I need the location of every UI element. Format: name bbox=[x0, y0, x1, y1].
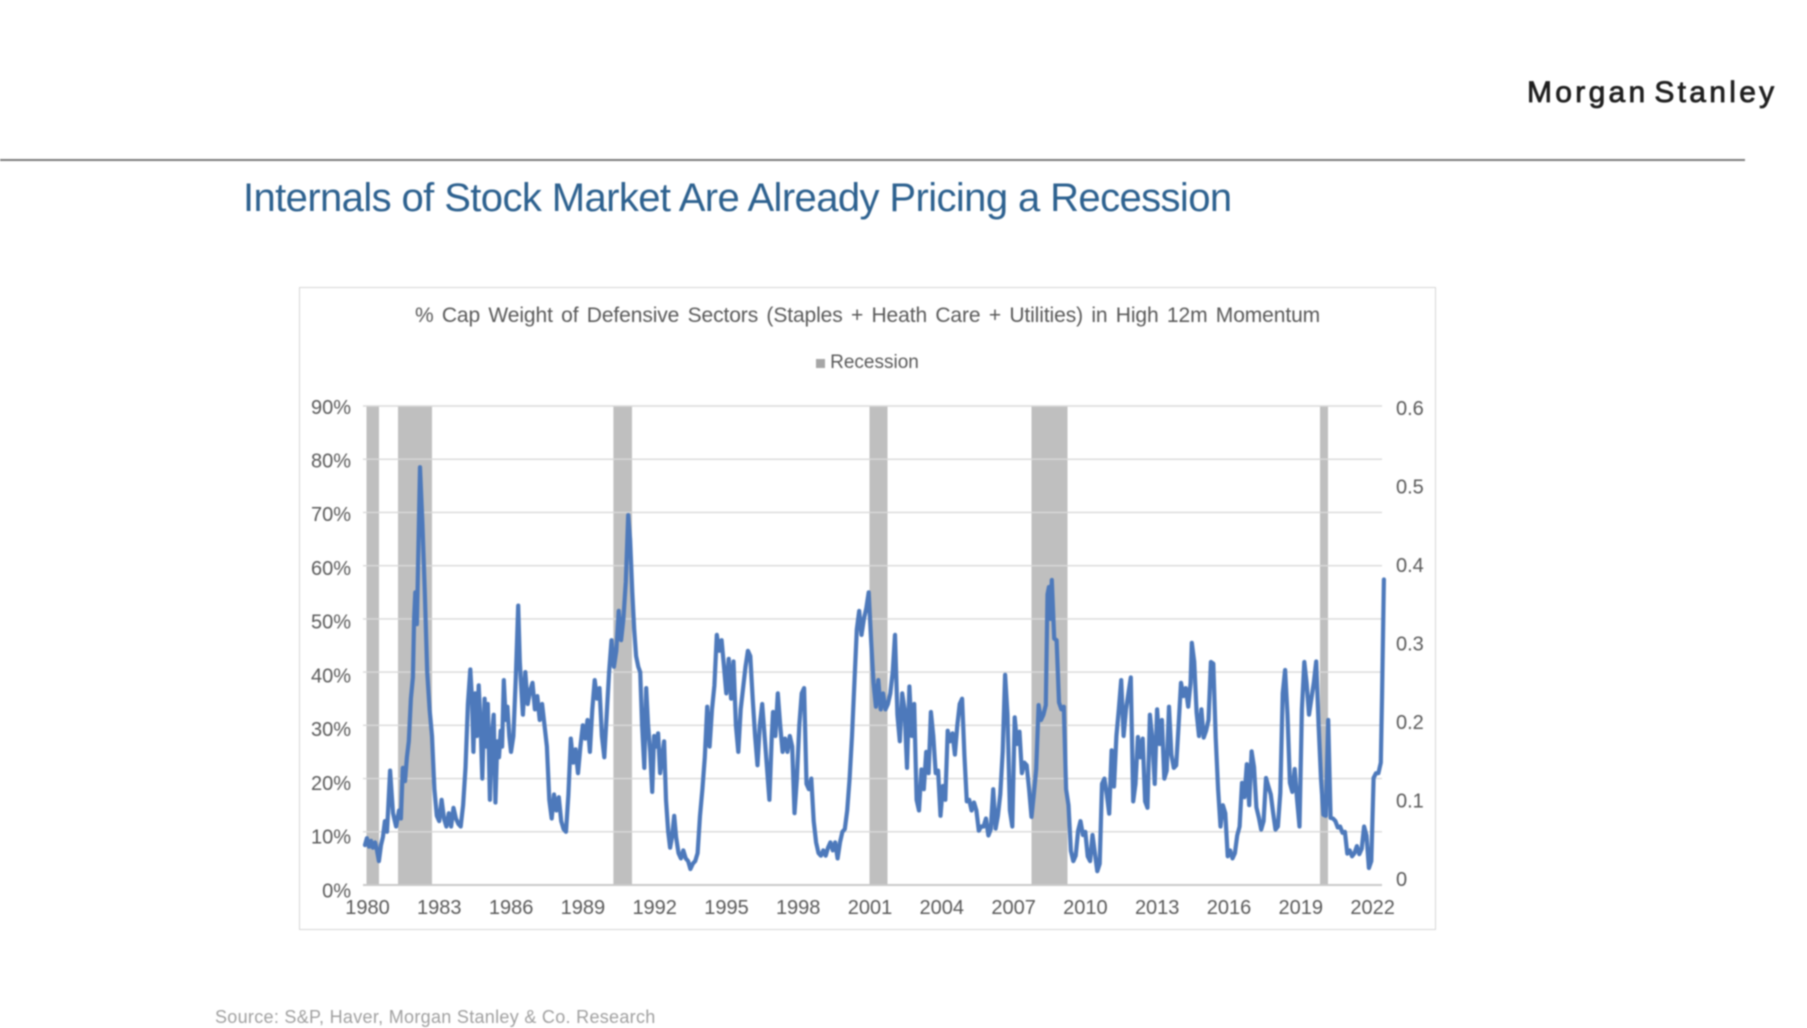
svg-text:2007: 2007 bbox=[991, 897, 1036, 919]
svg-text:10%: 10% bbox=[311, 827, 351, 849]
svg-text:20%: 20% bbox=[311, 773, 351, 795]
svg-text:1992: 1992 bbox=[632, 897, 677, 919]
svg-text:2019: 2019 bbox=[1279, 897, 1324, 919]
svg-text:2022: 2022 bbox=[1350, 897, 1395, 919]
svg-text:2001: 2001 bbox=[848, 897, 893, 919]
svg-text:70%: 70% bbox=[311, 504, 351, 526]
svg-text:1995: 1995 bbox=[704, 897, 749, 919]
svg-text:0.4: 0.4 bbox=[1396, 555, 1424, 577]
svg-text:1998: 1998 bbox=[776, 897, 821, 919]
svg-text:2016: 2016 bbox=[1207, 897, 1252, 919]
svg-text:2013: 2013 bbox=[1135, 897, 1180, 919]
svg-text:0.5: 0.5 bbox=[1396, 476, 1424, 498]
svg-text:80%: 80% bbox=[311, 451, 351, 473]
svg-text:40%: 40% bbox=[311, 665, 351, 687]
svg-text:50%: 50% bbox=[311, 612, 351, 634]
svg-text:1989: 1989 bbox=[561, 897, 606, 919]
svg-text:2010: 2010 bbox=[1063, 897, 1108, 919]
svg-text:0: 0 bbox=[1396, 869, 1407, 891]
svg-text:1983: 1983 bbox=[417, 897, 462, 919]
svg-text:0.3: 0.3 bbox=[1396, 633, 1424, 655]
svg-text:0.1: 0.1 bbox=[1396, 790, 1424, 812]
svg-text:0.6: 0.6 bbox=[1396, 398, 1424, 420]
svg-text:1986: 1986 bbox=[489, 897, 533, 919]
svg-text:0.2: 0.2 bbox=[1396, 712, 1424, 734]
svg-text:0%: 0% bbox=[322, 880, 351, 902]
svg-text:1980: 1980 bbox=[345, 897, 390, 919]
svg-text:2004: 2004 bbox=[920, 897, 965, 919]
svg-text:90%: 90% bbox=[311, 397, 351, 419]
svg-text:30%: 30% bbox=[311, 719, 351, 741]
svg-text:60%: 60% bbox=[311, 558, 351, 580]
